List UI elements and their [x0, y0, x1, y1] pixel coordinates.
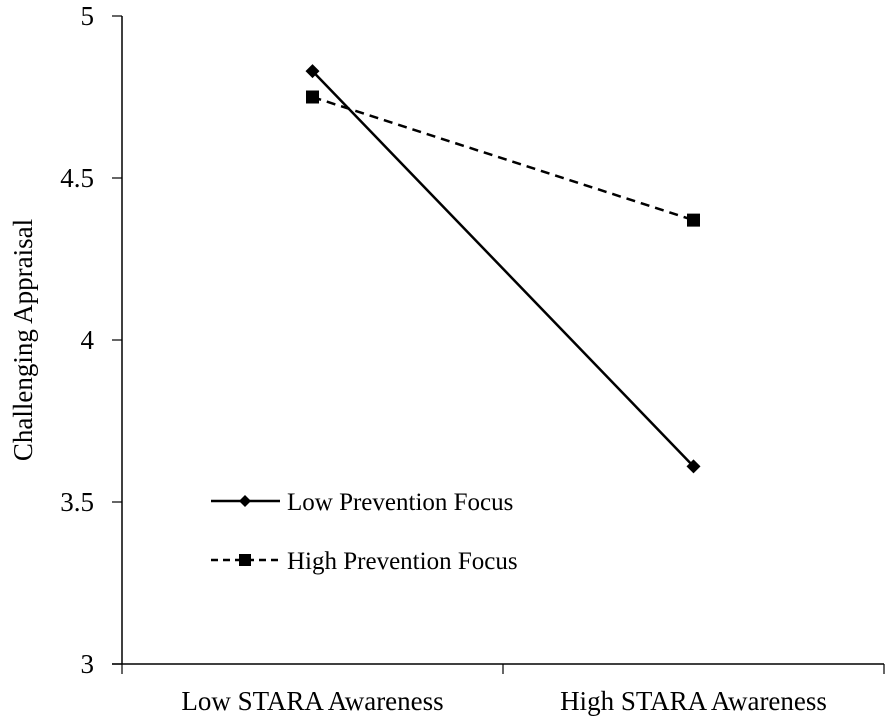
x-category-label: Low STARA Awareness — [181, 686, 443, 716]
series-line — [311, 70, 695, 468]
data-point — [687, 213, 700, 227]
legend-item: High Prevention Focus — [211, 548, 518, 575]
square-marker-icon — [239, 554, 251, 566]
series-layer — [305, 64, 701, 474]
y-axis: 3 3.5 4 4.5 5 — [60, 1, 123, 679]
data-point — [305, 64, 320, 79]
diamond-marker-icon — [239, 495, 251, 507]
y-tick-label: 4.5 — [60, 163, 94, 193]
legend: Low Prevention Focus High Prevention Focu… — [211, 489, 518, 575]
series-line — [312, 95, 694, 222]
legend-label: Low Prevention Focus — [287, 489, 513, 516]
x-axis: Low STARA Awareness High STARA Awareness — [112, 663, 885, 716]
y-tick-label: 3 — [81, 649, 95, 679]
y-tick-label: 4 — [81, 325, 95, 355]
series-low-prevention-focus — [305, 64, 701, 474]
x-category-label: High STARA Awareness — [560, 686, 827, 716]
y-tick-label: 5 — [81, 1, 95, 31]
data-point — [686, 459, 701, 474]
data-point — [306, 90, 319, 104]
y-axis-title: Challenging Appraisal — [8, 219, 38, 461]
y-tick-label: 3.5 — [60, 487, 94, 517]
legend-item: Low Prevention Focus — [211, 489, 513, 516]
series-high-prevention-focus — [306, 90, 700, 227]
legend-label: High Prevention Focus — [287, 548, 518, 575]
